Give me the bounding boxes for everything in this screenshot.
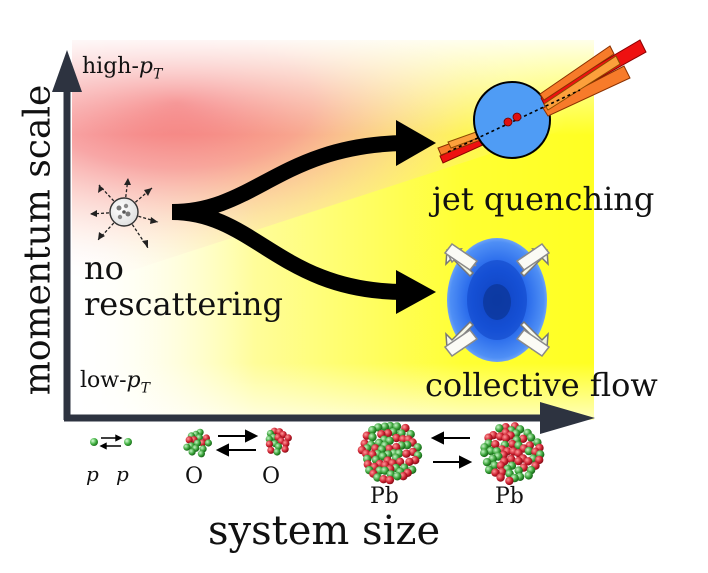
nucleon <box>496 461 506 470</box>
oxygen-right-label: O <box>262 464 281 489</box>
nucleon <box>383 429 393 438</box>
no-rescattering-line1: no <box>84 249 124 287</box>
nucleon <box>267 446 275 454</box>
nucleon <box>526 433 536 442</box>
low-pt-symbol: p <box>126 368 141 393</box>
lead-nucleus-right <box>480 422 545 486</box>
x-axis-arrowhead <box>540 402 595 434</box>
collision-systems <box>90 421 545 486</box>
nucleon <box>399 472 408 481</box>
nucleon <box>484 465 494 475</box>
nucleon <box>505 476 514 486</box>
jet-medium <box>473 81 551 159</box>
nucleon <box>395 457 405 466</box>
nucleon <box>188 448 196 456</box>
oxygen-nucleus-right <box>265 427 292 456</box>
nucleon <box>273 448 281 456</box>
arrow-to-collective-flow <box>171 204 406 300</box>
nucleon <box>379 475 388 484</box>
nucleon <box>524 446 534 456</box>
no-rescattering-label: no rescattering <box>84 250 283 322</box>
collective-flow-label: collective flow <box>425 366 658 404</box>
no-rescattering-blob <box>89 177 159 249</box>
arrow-head-flow <box>396 270 436 314</box>
nucleon <box>508 439 517 449</box>
flow-box-dr <box>515 328 551 358</box>
nucleon <box>524 457 533 466</box>
nucleon <box>393 472 402 481</box>
collective-flow-graphic <box>443 238 551 362</box>
proton-left-label: p <box>86 462 99 486</box>
nucleon <box>480 448 489 458</box>
nucleon <box>482 458 492 467</box>
low-pt-label: low-pT <box>80 368 150 396</box>
nucleon <box>195 434 203 442</box>
nucleon <box>518 434 528 443</box>
nucleon <box>185 436 193 444</box>
arrow-head-jet <box>396 120 436 166</box>
lead-nucleus-left <box>357 421 423 485</box>
nucleon <box>197 450 205 458</box>
nucleon <box>402 449 411 458</box>
nucleon <box>183 443 191 451</box>
flow-box-ur <box>515 242 551 272</box>
low-pt-subscript: T <box>140 380 150 397</box>
oxygen-left-label: O <box>185 464 204 489</box>
nucleon <box>265 440 273 448</box>
high-pt-subscript: T <box>152 66 163 83</box>
nucleon <box>524 471 533 480</box>
proton-left <box>90 438 98 446</box>
flow-box-dl <box>443 328 479 358</box>
high-pt-symbol: p <box>138 54 153 79</box>
jet-quenching-graphic <box>437 39 647 164</box>
no-rescattering-line2: rescattering <box>84 285 283 323</box>
nucleon <box>274 443 283 451</box>
nucleon <box>282 440 290 448</box>
lead-right-label: Pb <box>495 484 524 509</box>
nucleon <box>199 439 207 447</box>
nucleon <box>392 433 401 443</box>
nucleon <box>380 466 390 475</box>
x-axis-label: system size <box>208 508 441 554</box>
nucleon <box>491 440 500 449</box>
nucleon <box>385 475 395 485</box>
nucleon <box>284 434 292 442</box>
y-axis-arrowhead <box>52 50 82 92</box>
proton-right-label: p <box>116 462 129 486</box>
nucleon <box>368 432 377 442</box>
low-pt-prefix: low- <box>80 368 127 393</box>
nucleon <box>506 454 516 464</box>
nucleon <box>501 434 511 443</box>
nucleon <box>281 445 289 453</box>
flow-box-ul <box>443 242 479 272</box>
nucleon <box>514 456 523 466</box>
nucleon <box>368 425 377 435</box>
evolution-arrows <box>171 120 436 314</box>
high-pt-prefix: high- <box>82 54 139 79</box>
nucleon <box>204 439 212 447</box>
proton-right <box>124 438 132 446</box>
lead-left-label: Pb <box>370 484 399 509</box>
jet-front-bars <box>539 39 647 117</box>
jet-axis <box>447 89 581 153</box>
oxygen-nucleus-left <box>183 428 212 458</box>
axes <box>52 50 595 434</box>
nucleon <box>405 457 414 466</box>
nucleon <box>495 424 504 433</box>
high-pt-label: high-pT <box>82 54 162 82</box>
jet-quenching-label: jet quenching <box>432 180 655 218</box>
nucleon <box>486 446 495 456</box>
nucleon <box>496 473 505 482</box>
nucleon <box>380 422 389 431</box>
y-axis-label: momentum scale <box>17 84 59 396</box>
